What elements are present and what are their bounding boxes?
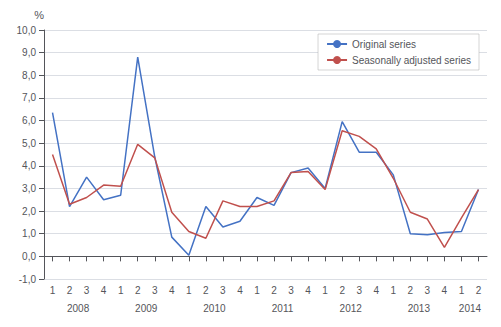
svg-text:2: 2 — [67, 285, 73, 296]
svg-text:1,0: 1,0 — [22, 228, 36, 239]
svg-text:2010: 2010 — [203, 303, 226, 314]
svg-text:10,0: 10,0 — [17, 25, 37, 36]
svg-text:1: 1 — [186, 285, 192, 296]
svg-text:4: 4 — [169, 285, 175, 296]
svg-text:9,0: 9,0 — [22, 47, 36, 58]
svg-text:3: 3 — [220, 285, 226, 296]
svg-text:Seasonally adjusted series: Seasonally adjusted series — [352, 55, 471, 66]
svg-text:3,0: 3,0 — [22, 183, 36, 194]
svg-text:1: 1 — [322, 285, 328, 296]
svg-text:2: 2 — [135, 285, 141, 296]
svg-text:2: 2 — [271, 285, 277, 296]
svg-text:0,0: 0,0 — [22, 251, 36, 262]
svg-text:1: 1 — [118, 285, 124, 296]
svg-text:2: 2 — [339, 285, 345, 296]
svg-text:6,0: 6,0 — [22, 115, 36, 126]
svg-text:1: 1 — [50, 285, 56, 296]
svg-text:1: 1 — [391, 285, 397, 296]
svg-text:1: 1 — [459, 285, 465, 296]
svg-text:%: % — [34, 9, 44, 21]
svg-text:4: 4 — [442, 285, 448, 296]
svg-text:3: 3 — [356, 285, 362, 296]
svg-text:2012: 2012 — [340, 303, 363, 314]
svg-text:3: 3 — [152, 285, 158, 296]
svg-text:4: 4 — [101, 285, 107, 296]
svg-text:-1,0: -1,0 — [19, 274, 37, 285]
svg-text:4,0: 4,0 — [22, 160, 36, 171]
svg-text:2013: 2013 — [408, 303, 431, 314]
svg-text:4: 4 — [373, 285, 379, 296]
svg-text:1: 1 — [254, 285, 260, 296]
svg-text:2011: 2011 — [272, 303, 294, 314]
svg-text:3: 3 — [84, 285, 90, 296]
svg-text:2: 2 — [408, 285, 414, 296]
svg-text:Original series: Original series — [352, 39, 416, 50]
svg-text:2008: 2008 — [67, 303, 90, 314]
svg-text:2014: 2014 — [459, 303, 482, 314]
svg-text:8,0: 8,0 — [22, 70, 36, 81]
svg-text:5,0: 5,0 — [22, 138, 36, 149]
svg-text:7,0: 7,0 — [22, 92, 36, 103]
svg-text:2009: 2009 — [135, 303, 158, 314]
svg-text:4: 4 — [237, 285, 243, 296]
svg-text:2: 2 — [203, 285, 209, 296]
svg-text:4: 4 — [305, 285, 311, 296]
svg-text:3: 3 — [425, 285, 431, 296]
svg-text:2,0: 2,0 — [22, 206, 36, 217]
svg-text:3: 3 — [288, 285, 294, 296]
svg-text:2: 2 — [476, 285, 482, 296]
